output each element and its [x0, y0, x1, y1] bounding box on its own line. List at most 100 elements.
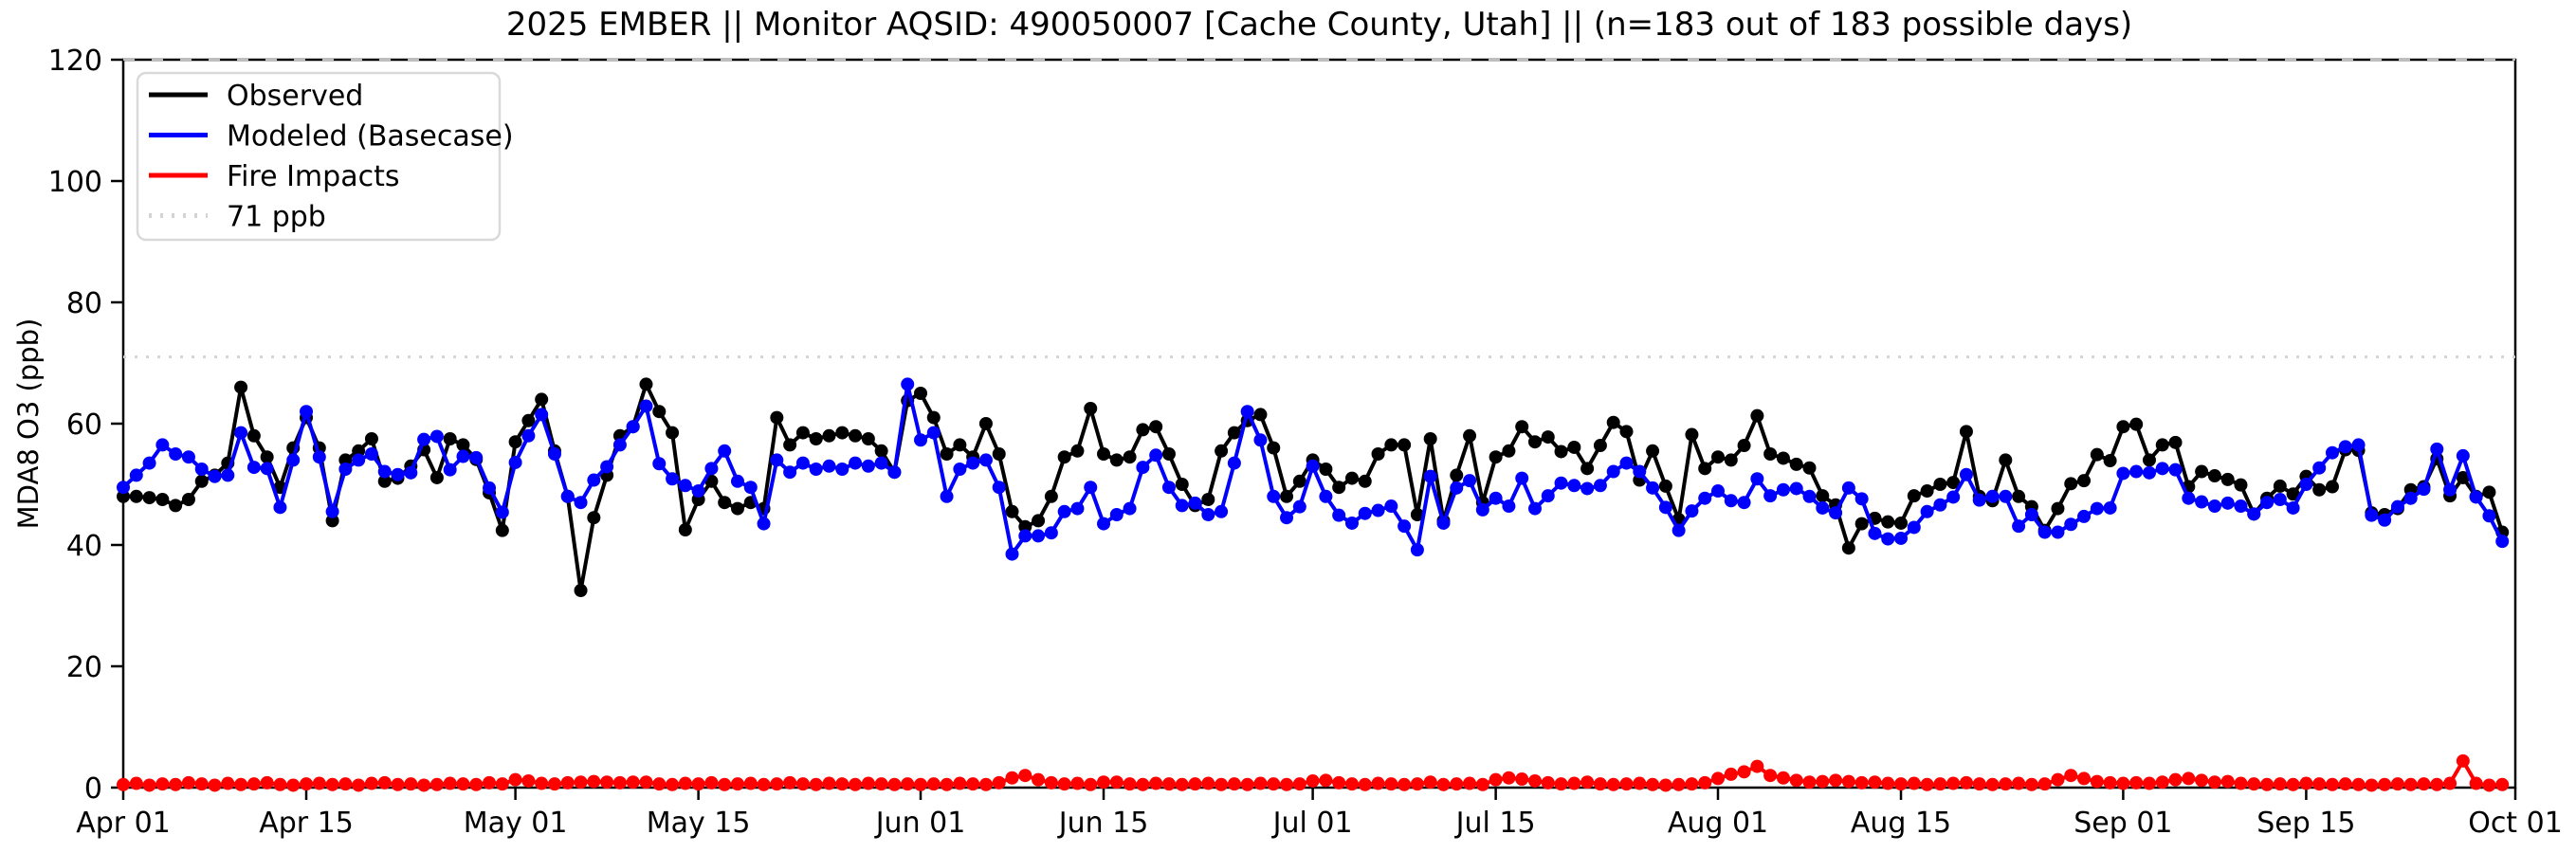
observed-point — [809, 432, 823, 445]
observed-point — [2168, 435, 2183, 449]
modeled-point — [835, 463, 850, 476]
modeled-point — [678, 479, 692, 493]
modeled-point — [495, 505, 509, 519]
fire-point — [2495, 777, 2510, 791]
fire-point — [2129, 775, 2144, 789]
fire-point — [678, 776, 692, 790]
y-tick-label: 100 — [48, 166, 102, 199]
observed-point — [1567, 440, 1581, 454]
fire-point — [2220, 774, 2235, 789]
fire-point — [1554, 777, 1568, 791]
modeled-point — [743, 481, 758, 495]
modeled-point — [1515, 471, 1529, 485]
modeled-point — [966, 456, 980, 470]
y-tick-label: 120 — [48, 45, 102, 78]
fire-point — [377, 775, 392, 789]
modeled-point — [483, 481, 497, 495]
fire-point — [2024, 777, 2038, 791]
fire-point — [1946, 776, 1961, 790]
observed-point — [1894, 516, 1909, 530]
observed-point — [1606, 415, 1620, 429]
fire-point — [1136, 777, 1150, 791]
modeled-point — [391, 467, 405, 481]
observed-point — [1136, 423, 1150, 437]
observed-point — [2064, 477, 2078, 491]
fire-point — [2378, 777, 2392, 791]
observed-point — [2103, 454, 2117, 468]
fire-point — [1894, 777, 1909, 791]
x-tick-label: May 15 — [647, 807, 751, 840]
modeled-point — [940, 489, 954, 503]
modeled-point — [887, 465, 902, 480]
modeled-point — [443, 463, 457, 477]
fire-point — [1920, 777, 1934, 791]
modeled-point — [2378, 513, 2392, 527]
fire-point — [1789, 773, 1803, 788]
fire-point — [1750, 759, 1764, 773]
modeled-point — [1344, 516, 1359, 530]
modeled-point — [273, 500, 287, 515]
observed-point — [953, 438, 967, 452]
modeled-point — [1580, 481, 1595, 496]
observed-point — [1502, 444, 1516, 458]
observed-point — [181, 493, 195, 506]
fire-point — [1515, 772, 1529, 787]
observed-point — [377, 474, 392, 488]
observed-point — [822, 428, 836, 443]
modeled-point — [1253, 433, 1268, 447]
fire-point — [2037, 777, 2052, 791]
modeled-point — [1149, 448, 1163, 463]
modeled-point — [2495, 535, 2510, 549]
x-tick-label: Jun 01 — [874, 807, 966, 840]
modeled-point — [1593, 479, 1607, 493]
x-tick-label: Jul 01 — [1271, 807, 1353, 840]
fire-point — [1527, 773, 1542, 788]
modeled-point — [1109, 508, 1124, 521]
fire-point — [1280, 777, 1294, 791]
modeled-point — [2390, 499, 2404, 514]
modeled-point — [770, 453, 784, 467]
modeled-point — [1658, 500, 1672, 515]
modeled-point — [1763, 489, 1778, 503]
observed-point — [247, 428, 261, 443]
fire-point — [429, 777, 444, 791]
observed-point — [1423, 432, 1437, 445]
modeled-point — [469, 450, 484, 464]
observed-point — [795, 426, 810, 440]
modeled-point — [1123, 501, 1137, 516]
modeled-point — [1057, 504, 1071, 518]
observed-point — [535, 392, 549, 407]
modeled-point — [1541, 489, 1555, 503]
modeled-point — [809, 463, 823, 476]
fire-point — [2077, 771, 2092, 786]
observed-point — [783, 438, 797, 452]
fire-point — [1384, 777, 1398, 791]
fire-point — [887, 777, 902, 791]
fire-point — [1319, 773, 1333, 788]
observed-point — [2482, 485, 2496, 499]
modeled-point — [2430, 442, 2444, 456]
modeled-point — [1985, 489, 2000, 503]
legend-box — [136, 71, 502, 242]
modeled-point — [639, 399, 653, 413]
fire-point — [2456, 753, 2470, 768]
modeled-point — [1292, 499, 1306, 514]
fire-point — [822, 776, 836, 790]
observed-point — [730, 501, 744, 516]
modeled-point — [2077, 509, 2092, 523]
fire-point — [260, 775, 274, 789]
observed-point — [1044, 489, 1058, 503]
fire-point — [508, 772, 522, 787]
fire-point — [639, 775, 653, 789]
observed-point — [2116, 420, 2130, 434]
fire-point — [1188, 777, 1202, 791]
fire-point — [1580, 775, 1595, 789]
modeled-point — [1018, 529, 1032, 543]
observed-point — [1515, 420, 1529, 434]
modeled-point — [1999, 489, 2013, 503]
observed-point — [234, 380, 248, 394]
observed-point — [2012, 489, 2026, 503]
fire-point — [1450, 777, 1464, 791]
y-tick-label: 20 — [66, 651, 102, 684]
modeled-point — [1567, 479, 1581, 493]
